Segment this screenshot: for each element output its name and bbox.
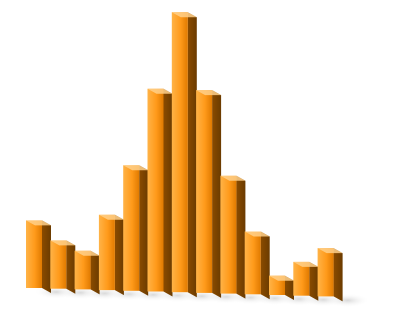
bar bbox=[26, 220, 51, 293]
bar-top-face bbox=[171, 12, 197, 18]
bar-front-face bbox=[244, 231, 261, 295]
bar-side-face bbox=[285, 275, 294, 300]
bar-top-face bbox=[317, 248, 343, 254]
bar-top-face bbox=[123, 165, 149, 171]
bar-side-face bbox=[333, 248, 343, 302]
bar-front-face bbox=[26, 220, 42, 288]
bar bbox=[317, 248, 343, 302]
bar-front-face bbox=[98, 214, 115, 291]
bar-side-face bbox=[309, 261, 319, 301]
bar-top-face bbox=[26, 220, 51, 226]
bar-top-face bbox=[244, 231, 270, 237]
bar-top-face bbox=[50, 240, 76, 246]
bar bbox=[196, 90, 222, 298]
bar bbox=[50, 240, 76, 294]
bar-front-face bbox=[196, 90, 213, 293]
bar-top-face bbox=[147, 88, 173, 94]
bar-side-face bbox=[212, 90, 222, 298]
bar-front-face bbox=[317, 248, 334, 297]
bar bbox=[123, 165, 149, 296]
bar-side-face bbox=[236, 175, 246, 299]
bar-side-face bbox=[163, 88, 173, 297]
bar-front-face bbox=[147, 88, 164, 292]
bar-top-face bbox=[293, 261, 319, 267]
bar-side-face bbox=[66, 240, 76, 294]
bar-side-face bbox=[139, 165, 149, 296]
bar bbox=[98, 214, 124, 296]
bar bbox=[147, 88, 173, 297]
bar bbox=[293, 261, 319, 301]
bar-front-face bbox=[123, 165, 140, 291]
bar-side-face bbox=[42, 220, 51, 293]
bar bbox=[171, 12, 197, 298]
bar-side-face bbox=[260, 231, 270, 300]
bar-top-face bbox=[98, 214, 124, 220]
bar-side-face bbox=[187, 12, 197, 298]
bar-top-face bbox=[196, 90, 222, 96]
bar-front-face bbox=[220, 175, 237, 294]
bar bbox=[269, 275, 294, 300]
bar-top-face bbox=[269, 275, 294, 281]
bar bbox=[74, 250, 100, 295]
bar-front-face bbox=[171, 12, 188, 293]
bar-side-face bbox=[114, 214, 124, 296]
bar bbox=[244, 231, 270, 300]
bar-top-face bbox=[74, 250, 100, 256]
bar-front-face bbox=[50, 240, 67, 289]
bar bbox=[220, 175, 246, 299]
bar-side-face bbox=[90, 250, 100, 295]
bars bbox=[26, 12, 343, 302]
bar-front-face bbox=[74, 250, 91, 290]
bar-top-face bbox=[220, 175, 246, 181]
bar-front-face bbox=[293, 261, 310, 296]
